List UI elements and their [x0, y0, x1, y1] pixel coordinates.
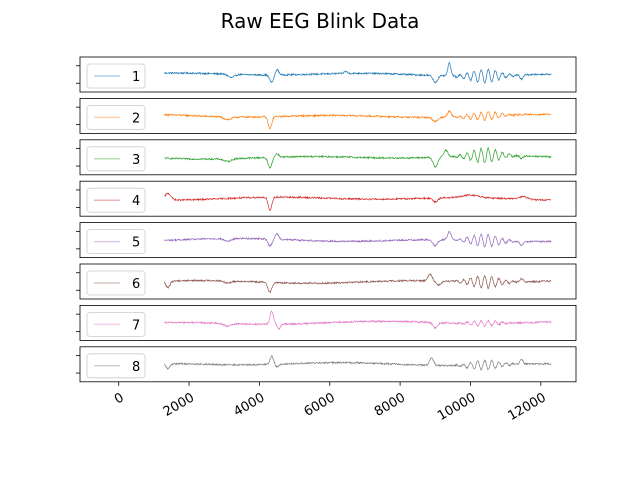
series-line-6 — [164, 273, 552, 294]
legend-label: 7 — [132, 318, 140, 333]
chart-title: Raw EEG Blink Data — [221, 9, 420, 33]
legend-label: 1 — [132, 70, 140, 85]
legend-frame — [86, 311, 146, 337]
legend-frame — [86, 146, 146, 172]
legend-1: 1 — [86, 63, 146, 89]
legend-frame — [86, 187, 146, 213]
x-tick-label: 2000 — [161, 390, 197, 420]
series-line-1 — [164, 61, 552, 84]
legend-frame — [86, 105, 146, 130]
x-tick-label: 10000 — [435, 390, 478, 424]
subplot-frame — [79, 98, 577, 134]
x-tick-label: 4000 — [231, 390, 267, 420]
subplot-2: 2 — [76, 98, 577, 134]
series-line-8 — [164, 355, 552, 371]
legend-4: 4 — [86, 187, 146, 213]
subplot-6: 6 — [76, 263, 577, 300]
legend-frame — [86, 353, 146, 379]
legend-5: 5 — [86, 229, 146, 255]
x-tick-label: 8000 — [372, 390, 408, 420]
subplot-frame — [79, 346, 577, 383]
x-axis: 0 2000 4000 6000 8000 10000 12000 — [112, 381, 549, 424]
subplot-5: 5 — [76, 222, 577, 259]
legend-7: 7 — [86, 311, 146, 337]
legend-frame — [86, 270, 146, 296]
legend-label: 8 — [132, 360, 140, 375]
legend-frame — [86, 63, 146, 89]
subplot-frame — [79, 263, 577, 300]
subplot-panels: 1 2 3 4 5 6 7 8 — [76, 56, 577, 383]
x-tick-label: 0 — [112, 390, 127, 407]
legend-frame — [86, 229, 146, 255]
subplot-7: 7 — [76, 304, 577, 341]
subplot-3: 3 — [76, 139, 577, 176]
subplot-frame — [79, 56, 577, 93]
series-line-3 — [164, 146, 552, 169]
x-tick-label: 6000 — [302, 390, 338, 420]
legend-label: 5 — [132, 236, 140, 251]
subplot-frame — [79, 304, 577, 341]
series-line-7 — [164, 310, 552, 331]
legend-label: 4 — [132, 194, 140, 209]
legend-8: 8 — [86, 353, 146, 379]
series-line-2 — [164, 109, 552, 130]
legend-6: 6 — [86, 270, 146, 296]
series-line-4 — [164, 192, 552, 212]
subplot-4: 4 — [76, 180, 577, 217]
legend-2: 2 — [86, 105, 146, 130]
subplot-frame — [79, 222, 577, 259]
legend-label: 6 — [132, 277, 140, 292]
legend-3: 3 — [86, 146, 146, 172]
x-tick-label: 12000 — [506, 390, 549, 424]
subplot-8: 8 — [76, 346, 577, 383]
subplot-1: 1 — [76, 56, 577, 93]
legend-label: 2 — [132, 111, 140, 126]
subplot-frame — [79, 139, 577, 176]
legend-label: 3 — [132, 153, 140, 168]
series-line-5 — [164, 230, 552, 248]
subplot-frame — [79, 180, 577, 217]
